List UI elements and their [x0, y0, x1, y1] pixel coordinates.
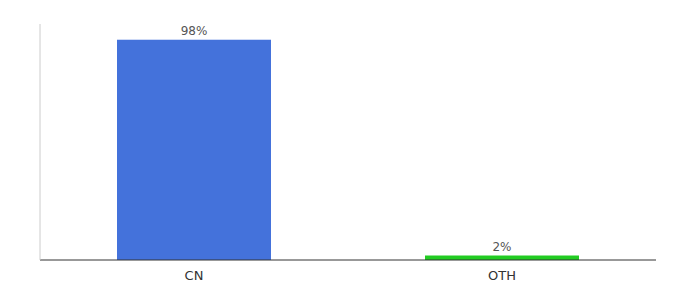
data-labels: 98% 2% — [181, 24, 512, 254]
chart-container: 98% 2% CN OTH — [0, 0, 680, 300]
bar — [117, 40, 271, 260]
x-tick-label: CN — [185, 268, 204, 283]
x-axis-line — [40, 260, 656, 261]
y-axis-line — [40, 24, 41, 260]
data-label: 2% — [492, 240, 511, 254]
bars — [117, 40, 579, 260]
x-tick-label: OTH — [488, 268, 516, 283]
data-label: 98% — [181, 24, 208, 38]
axes: CN OTH — [40, 24, 656, 283]
bar — [425, 256, 579, 260]
chart: 98% 2% CN OTH — [0, 0, 680, 300]
